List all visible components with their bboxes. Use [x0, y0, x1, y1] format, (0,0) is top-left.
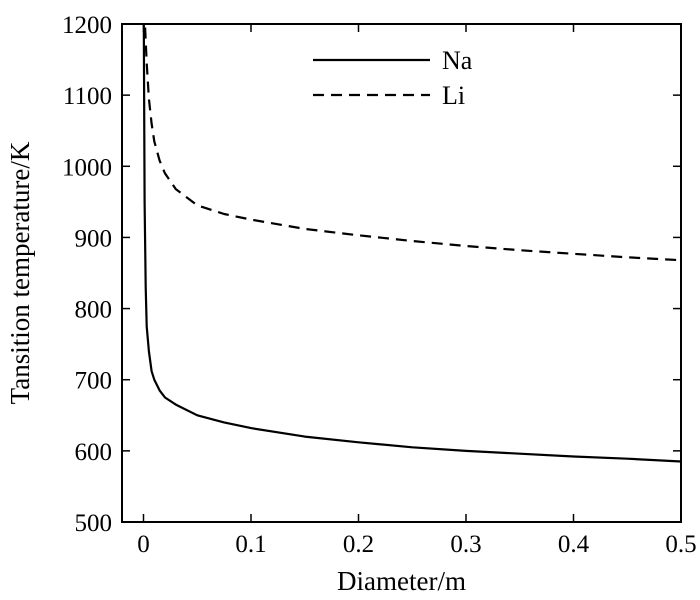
- plot-frame: [121, 23, 682, 523]
- y-tick-label: 1000: [62, 154, 112, 181]
- y-tick-label: 1100: [63, 83, 112, 110]
- y-tick-label: 600: [75, 439, 113, 466]
- y-tick-label: 900: [75, 225, 113, 252]
- legend: Na Li: [313, 46, 473, 110]
- y-axis-ticks: 500 600 700 800 900 1000 1100 1200: [62, 12, 681, 537]
- legend-label-na: Na: [442, 46, 473, 75]
- legend-label-li: Li: [442, 81, 465, 110]
- y-tick-label: 1200: [62, 12, 112, 39]
- series-line-li: [144, 27, 682, 262]
- series-layer: [142, 23, 682, 463]
- y-tick-label: 700: [75, 368, 113, 395]
- x-axis-label: Diameter/m: [337, 566, 466, 596]
- plot-border: [121, 23, 682, 523]
- x-tick-label: 0: [137, 531, 150, 558]
- x-tick-label: 0.5: [665, 531, 696, 558]
- x-tick-label: 0.2: [343, 531, 374, 558]
- y-tick-label: 800: [75, 297, 113, 324]
- series-line-na: [142, 23, 682, 463]
- x-tick-label: 0.1: [235, 531, 266, 558]
- x-tick-label: 0.3: [450, 531, 481, 558]
- x-tick-label: 0.4: [558, 531, 590, 558]
- y-axis-label: Tansition temperature/K: [5, 141, 35, 404]
- x-axis-ticks: 0 0.1 0.2 0.3 0.4 0.5: [137, 24, 697, 558]
- y-tick-label: 500: [75, 510, 113, 537]
